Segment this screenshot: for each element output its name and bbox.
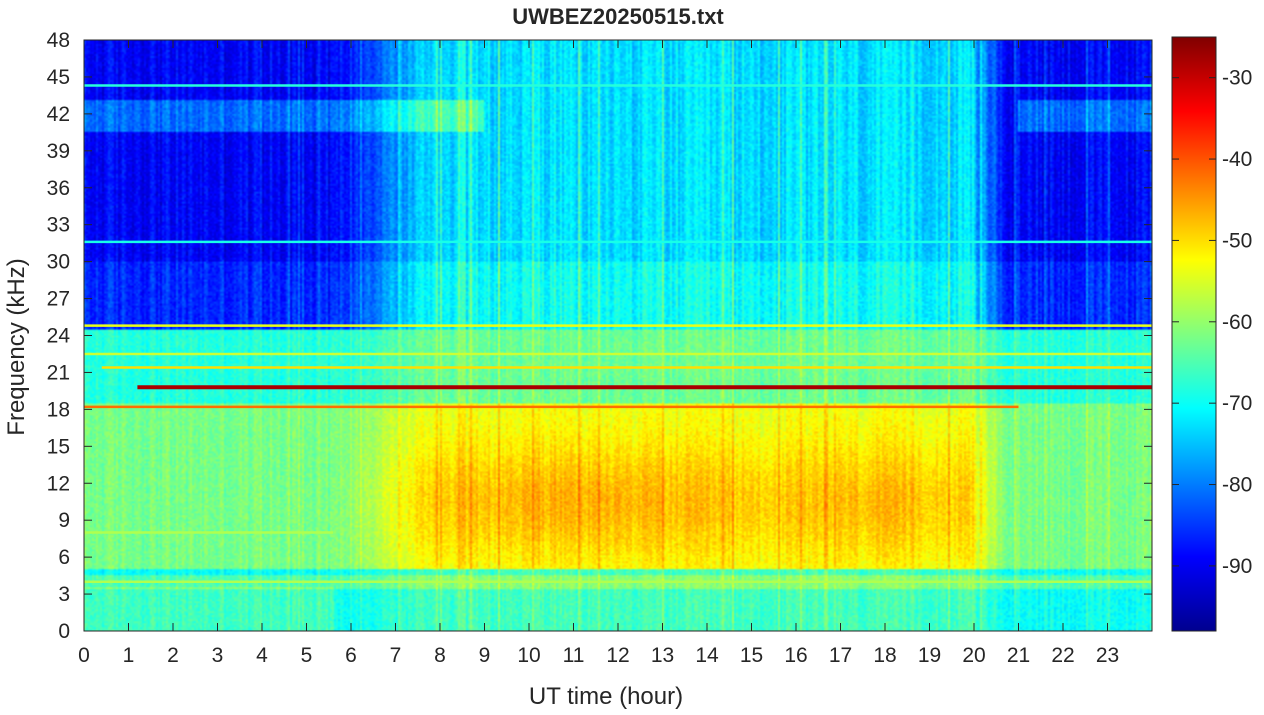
y-tick-label: 42 [47, 103, 70, 126]
chart-title: UWBEZ20250515.txt [512, 4, 724, 29]
x-tick-label: 1 [123, 644, 135, 667]
x-tick-label: 19 [918, 644, 941, 667]
x-tick-label: 18 [873, 644, 896, 667]
y-tick-label: 12 [47, 472, 70, 495]
colorbar-tick-label: -60 [1222, 311, 1252, 334]
x-tick-label: 21 [1007, 644, 1030, 667]
x-tick-label: 10 [517, 644, 540, 667]
y-axis-label: Frequency (kHz) [3, 258, 30, 435]
y-tick-label: 9 [58, 509, 70, 532]
y-tick-label: 36 [47, 177, 70, 200]
x-tick-label: 9 [479, 644, 491, 667]
colorbar-tick-label: -70 [1222, 392, 1252, 415]
x-axis-label: UT time (hour) [529, 683, 683, 710]
x-tick-label: 17 [829, 644, 852, 667]
x-tick-label: 3 [212, 644, 224, 667]
x-tick-label: 14 [695, 644, 719, 667]
x-tick-label: 7 [390, 644, 402, 667]
colorbar: -90 -80 -70 -60 -50 -40 -30 [1171, 36, 1252, 632]
y-tick-label: 6 [58, 546, 70, 569]
y-tick-label: 45 [47, 66, 70, 89]
x-tick-label: 15 [740, 644, 763, 667]
colorbar-ticks: -90 -80 -70 -60 -50 -40 -30 [1172, 67, 1252, 578]
x-axis-ticks: 0 1 2 3 4 5 6 7 8 9 10 11 12 13 14 15 16 17 18 19 20 21 22 23 [78, 40, 1119, 667]
y-tick-label: 18 [47, 398, 70, 421]
x-tick-label: 4 [256, 644, 268, 667]
colorbar-tick-label: -30 [1222, 67, 1252, 90]
y-tick-label: 21 [47, 361, 70, 384]
x-tick-label: 12 [606, 644, 629, 667]
x-tick-label: 5 [301, 644, 313, 667]
y-tick-label: 3 [58, 583, 70, 606]
colorbar-tick-label: -80 [1222, 474, 1252, 497]
colorbar-tick-label: -40 [1222, 148, 1252, 171]
x-tick-label: 13 [651, 644, 674, 667]
y-tick-label: 15 [47, 435, 70, 458]
y-tick-label: 24 [47, 325, 71, 348]
y-tick-label: 39 [47, 140, 70, 163]
y-tick-label: 0 [58, 620, 70, 643]
y-tick-label: 48 [47, 29, 70, 52]
y-tick-label: 33 [47, 214, 70, 237]
x-tick-label: 8 [434, 644, 446, 667]
x-tick-label: 0 [78, 644, 90, 667]
x-tick-label: 16 [784, 644, 807, 667]
x-tick-label: 11 [563, 644, 585, 667]
y-tick-label: 30 [47, 251, 70, 274]
x-tick-label: 23 [1096, 644, 1119, 667]
colorbar-ramp [1171, 36, 1217, 632]
plot-area [83, 39, 1153, 632]
x-tick-label: 20 [962, 644, 985, 667]
spectrogram-heatmap [84, 40, 1152, 631]
y-tick-label: 27 [47, 288, 70, 311]
narrowband-lines [84, 84, 1152, 583]
colorbar-tick-label: -50 [1222, 229, 1252, 252]
x-tick-label: 2 [167, 644, 179, 667]
colorbar-tick-label: -90 [1222, 555, 1252, 578]
x-tick-label: 22 [1051, 644, 1074, 667]
x-tick-label: 6 [345, 644, 357, 667]
